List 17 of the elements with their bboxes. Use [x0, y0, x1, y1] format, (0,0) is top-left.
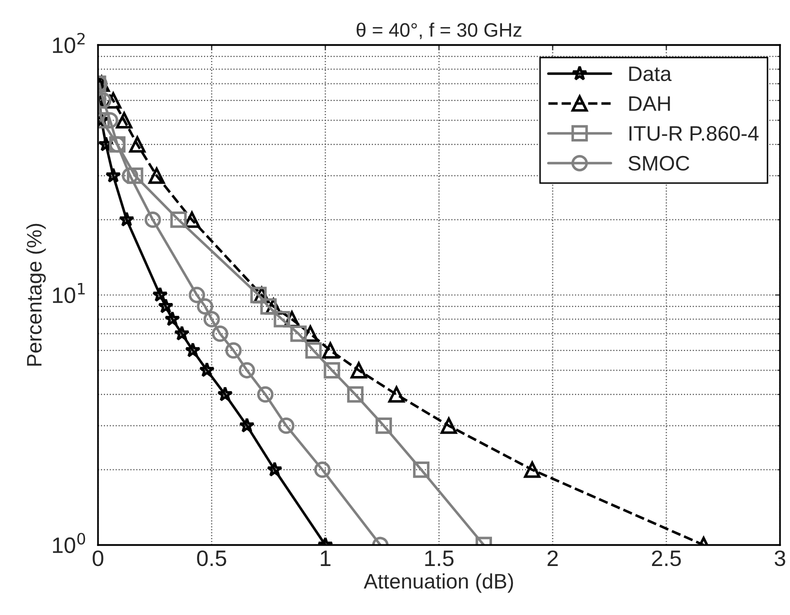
- y-axis-title: Percentage (%): [26, 224, 46, 366]
- x-tick-label: 0: [92, 550, 104, 566]
- x-tick-label: 0.5: [197, 550, 226, 566]
- x-tick-label: 1.5: [425, 550, 454, 566]
- legend-label: Data: [629, 66, 672, 82]
- y-tick-label: 10$^{2}$: [53, 32, 85, 54]
- legend-label: DAH: [629, 96, 670, 111]
- x-tick-label: 2: [548, 550, 558, 566]
- legend-label: ITU-R P.860-4: [629, 126, 759, 141]
- x-tick-label: 3: [774, 550, 786, 566]
- y-tick-label: 10$^{1}$: [53, 283, 85, 304]
- x-tick-label: 1: [320, 550, 330, 566]
- chart-title: θ = 40°, f = 30 GHz: [356, 22, 522, 40]
- legend-label: SMOC: [628, 156, 690, 171]
- x-tick-label: 2.5: [652, 550, 681, 566]
- x-axis-title: Attenuation (dB): [364, 573, 513, 593]
- y-tick-label: 10$^{0}$: [53, 532, 86, 554]
